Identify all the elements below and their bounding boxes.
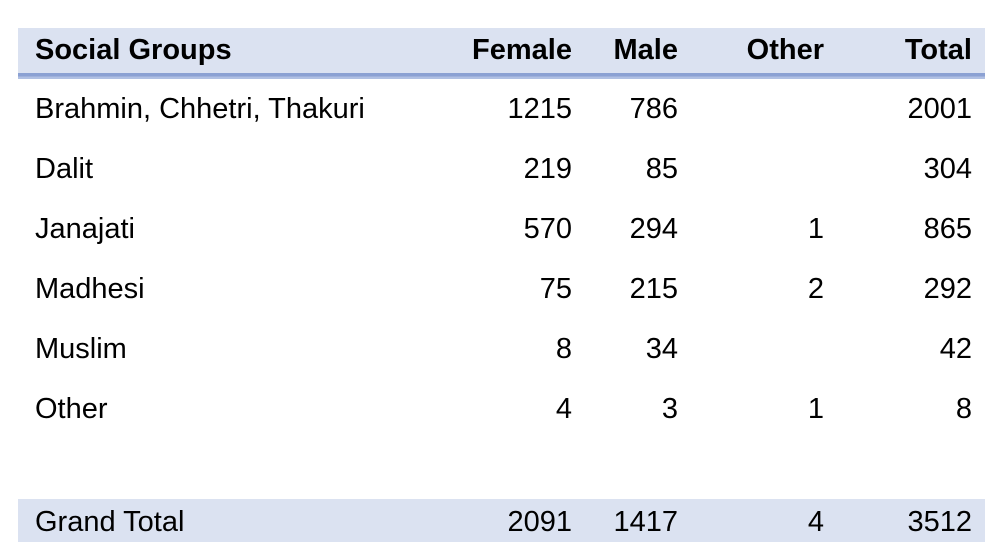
- header-row: Social Groups Female Male Other Total: [18, 28, 985, 73]
- cell-male: 215: [572, 259, 678, 319]
- cell-total: 8: [824, 379, 985, 439]
- cell-other: 4: [678, 499, 824, 542]
- cell-total: 292: [824, 259, 985, 319]
- cell-group: Brahmin, Chhetri, Thakuri: [18, 79, 454, 139]
- cell-group: Janajati: [18, 199, 454, 259]
- cell-total: 865: [824, 199, 985, 259]
- cell-female: 1215: [454, 79, 572, 139]
- table-row-dalit: Dalit 219 85 304: [18, 139, 985, 199]
- cell-group: Dalit: [18, 139, 454, 199]
- column-header-social-groups: Social Groups: [18, 28, 454, 73]
- column-header-other: Other: [678, 28, 824, 73]
- table-header: Social Groups Female Male Other Total: [18, 28, 985, 79]
- cell-female: 2091: [454, 499, 572, 542]
- cell-other: 2: [678, 259, 824, 319]
- cell-female: 219: [454, 139, 572, 199]
- table-body: Brahmin, Chhetri, Thakuri 1215 786 2001 …: [18, 79, 985, 542]
- cell-other: [678, 319, 824, 379]
- cell-female: 570: [454, 199, 572, 259]
- cell-male: 1417: [572, 499, 678, 542]
- table-row-madhesi: Madhesi 75 215 2 292: [18, 259, 985, 319]
- cell-male: 85: [572, 139, 678, 199]
- cell-male: 786: [572, 79, 678, 139]
- cell-total: 3512: [824, 499, 985, 542]
- cell-other: [678, 139, 824, 199]
- header-divider: [18, 73, 985, 79]
- cell-total: 2001: [824, 79, 985, 139]
- cell-total: 304: [824, 139, 985, 199]
- cell-female: 8: [454, 319, 572, 379]
- cell-female: 75: [454, 259, 572, 319]
- cell-group: Other: [18, 379, 454, 439]
- cell-other: 1: [678, 379, 824, 439]
- cell-group: Grand Total: [18, 499, 454, 542]
- cell-other: [678, 79, 824, 139]
- cell-other: 1: [678, 199, 824, 259]
- table-row-janajati: Janajati 570 294 1 865: [18, 199, 985, 259]
- table-row-brahmin-chhetri-thakuri: Brahmin, Chhetri, Thakuri 1215 786 2001: [18, 79, 985, 139]
- social-groups-table: Social Groups Female Male Other Total Br…: [18, 28, 985, 542]
- column-header-female: Female: [454, 28, 572, 73]
- table-row-other: Other 4 3 1 8: [18, 379, 985, 439]
- table-row-muslim: Muslim 8 34 42: [18, 319, 985, 379]
- table-row-grand-total: Grand Total 2091 1417 4 3512: [18, 499, 985, 542]
- cell-male: 3: [572, 379, 678, 439]
- cell-male: 294: [572, 199, 678, 259]
- cell-total: 42: [824, 319, 985, 379]
- column-header-total: Total: [824, 28, 985, 73]
- cell-male: 34: [572, 319, 678, 379]
- cell-female: 4: [454, 379, 572, 439]
- cell-group: Muslim: [18, 319, 454, 379]
- grand-total-divider: [18, 439, 985, 499]
- cell-group: Madhesi: [18, 259, 454, 319]
- column-header-male: Male: [572, 28, 678, 73]
